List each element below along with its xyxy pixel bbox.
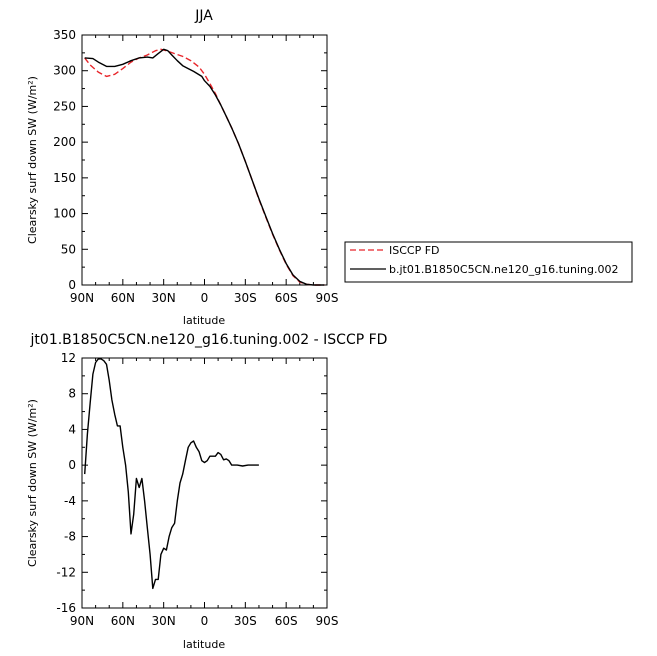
legend: ISCCP FD b.jt01.B1850C5CN.ne120_g16.tuni… <box>344 241 633 283</box>
top-x-axis-label: latitude <box>183 314 225 327</box>
y-tick-label: 0 <box>68 458 76 472</box>
x-tick-label: 30S <box>234 614 257 628</box>
x-tick-label: 90N <box>70 291 94 305</box>
x-tick-label: 60N <box>111 614 135 628</box>
y-tick-label: 12 <box>61 351 76 365</box>
x-tick-label: 0 <box>201 614 209 628</box>
y-tick-label: 150 <box>53 171 76 185</box>
series-line-0 <box>84 358 259 590</box>
bottom-y-axis-label: Clearsky surf down SW (W/m²) <box>26 399 39 567</box>
bottom-panel: jt01.B1850C5CN.ne120_g16.tuning.002 - IS… <box>26 332 387 651</box>
top-axis-ticks: 90N 60N 30N 0 30S 60S 90S 0 50 100 150 200 250 300 350 <box>53 28 338 305</box>
top-y-axis-label: Clearsky surf down SW (W/m²) <box>26 76 39 244</box>
y-tick-label: 350 <box>53 28 76 42</box>
bottom-x-axis-label: latitude <box>183 638 225 651</box>
series-line-1 <box>84 48 325 286</box>
y-tick-label: -8 <box>64 530 76 544</box>
y-tick-label: 50 <box>61 242 76 256</box>
bottom-plot-frame <box>81 357 328 609</box>
y-tick-label: 300 <box>53 64 76 78</box>
x-tick-label: 90S <box>316 291 339 305</box>
top-panel: JJA 90N 60N 30N 0 30S 60S 90S 0 50 100 150 200 250 30… <box>26 8 633 327</box>
y-tick-label: 4 <box>68 422 76 436</box>
series-line-0 <box>84 48 325 286</box>
y-tick-label: -12 <box>56 565 76 579</box>
y-tick-label: 0 <box>68 278 76 292</box>
x-tick-label: 60S <box>275 614 298 628</box>
y-tick-label: 8 <box>68 387 76 401</box>
x-tick-label: 60S <box>275 291 298 305</box>
y-tick-label: 250 <box>53 99 76 113</box>
y-tick-label: 200 <box>53 135 76 149</box>
top-series-layer <box>84 48 325 286</box>
y-tick-label: 100 <box>53 207 76 221</box>
x-tick-label: 30N <box>152 291 176 305</box>
top-panel-title: JJA <box>194 8 213 24</box>
x-tick-label: 90S <box>316 614 339 628</box>
x-tick-label: 0 <box>201 291 209 305</box>
y-tick-label: -4 <box>64 494 76 508</box>
top-plot-frame <box>81 34 328 286</box>
x-tick-label: 30N <box>152 614 176 628</box>
x-tick-label: 30S <box>234 291 257 305</box>
legend-box <box>344 241 633 283</box>
x-tick-label: 60N <box>111 291 135 305</box>
x-tick-label: 90N <box>70 614 94 628</box>
bottom-series-layer <box>84 358 259 590</box>
legend-label-model: b.jt01.B1850C5CN.ne120_g16.tuning.002 <box>389 263 618 276</box>
bottom-axis-ticks: 90N 60N 30N 0 30S 60S 90S -16 -12 -8 -4 0 4 8 12 <box>56 351 338 628</box>
y-tick-label: -16 <box>56 601 76 615</box>
bottom-panel-title: jt01.B1850C5CN.ne120_g16.tuning.002 - IS… <box>30 332 388 348</box>
legend-label-isccp: ISCCP FD <box>389 244 440 257</box>
